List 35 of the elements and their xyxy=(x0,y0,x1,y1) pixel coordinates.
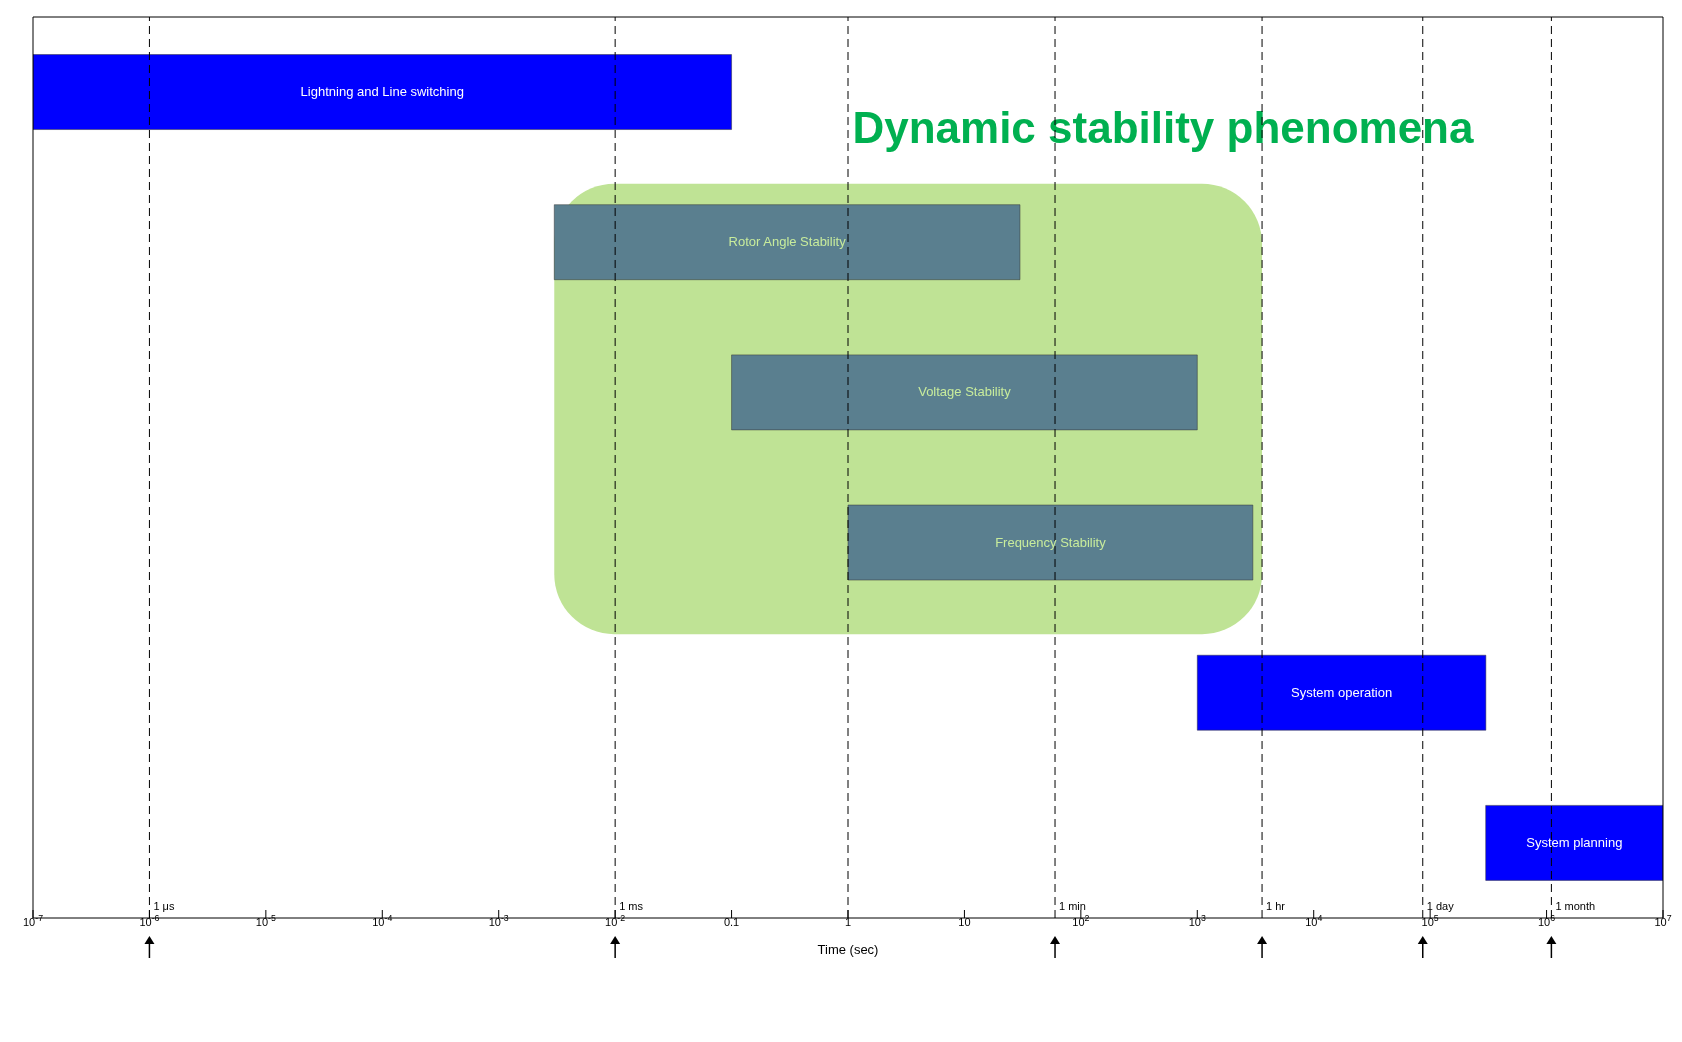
y-tick-label: Lightning and Line switching xyxy=(300,84,464,100)
ref-line-label: 1 month xyxy=(1555,900,1596,912)
x-tick-label: 10$^{6}$ xyxy=(1537,913,1556,928)
ref-line-label: 1 μs xyxy=(153,900,175,912)
y-tick-label: Rotor Angle Stability xyxy=(728,234,847,250)
x-tick-label: 10$^{-4}$ xyxy=(372,913,393,928)
bar xyxy=(1485,805,1663,881)
x-tick-label: 10$^{2}$ xyxy=(1072,913,1090,928)
y-tick-label: System operation xyxy=(1290,684,1393,700)
band-label: Dynamic stability phenomena xyxy=(852,103,1475,153)
y-tick-label: Voltage Stability xyxy=(918,384,1012,400)
x-axis-title: Time (sec) xyxy=(817,942,879,957)
y-tick-label: Frequency Stability xyxy=(995,534,1107,550)
ref-line-label: 1 day xyxy=(1426,900,1455,912)
x-tick-label: 10$^{4}$ xyxy=(1305,913,1323,928)
x-tick-label: 10 xyxy=(958,916,971,928)
ref-line-label: 1 min xyxy=(1059,900,1086,912)
x-tick-label: 10$^{-7}$ xyxy=(22,913,44,928)
x-tick-label: 10$^{-2}$ xyxy=(605,913,626,928)
x-tick-label: 10$^{-5}$ xyxy=(255,913,276,928)
x-tick-label: 0.1 xyxy=(723,916,740,928)
bar xyxy=(731,354,1198,431)
x-tick-label: 10$^{-3}$ xyxy=(488,913,509,928)
bar xyxy=(33,54,732,130)
bar xyxy=(554,204,1021,280)
y-tick-label: System planning xyxy=(1526,834,1623,850)
x-tick-label: 10$^{7}$ xyxy=(1654,913,1672,928)
x-tick-label: 10$^{5}$ xyxy=(1421,913,1439,928)
ref-line-label: 1 ms xyxy=(619,900,644,912)
bar xyxy=(847,504,1254,581)
x-tick-label: 1 xyxy=(844,916,852,928)
x-tick-label: 10$^{3}$ xyxy=(1188,913,1206,928)
bar xyxy=(1197,654,1487,731)
x-tick-label: 10$^{-6}$ xyxy=(139,913,160,928)
ref-line-label: 1 hr xyxy=(1266,900,1286,912)
